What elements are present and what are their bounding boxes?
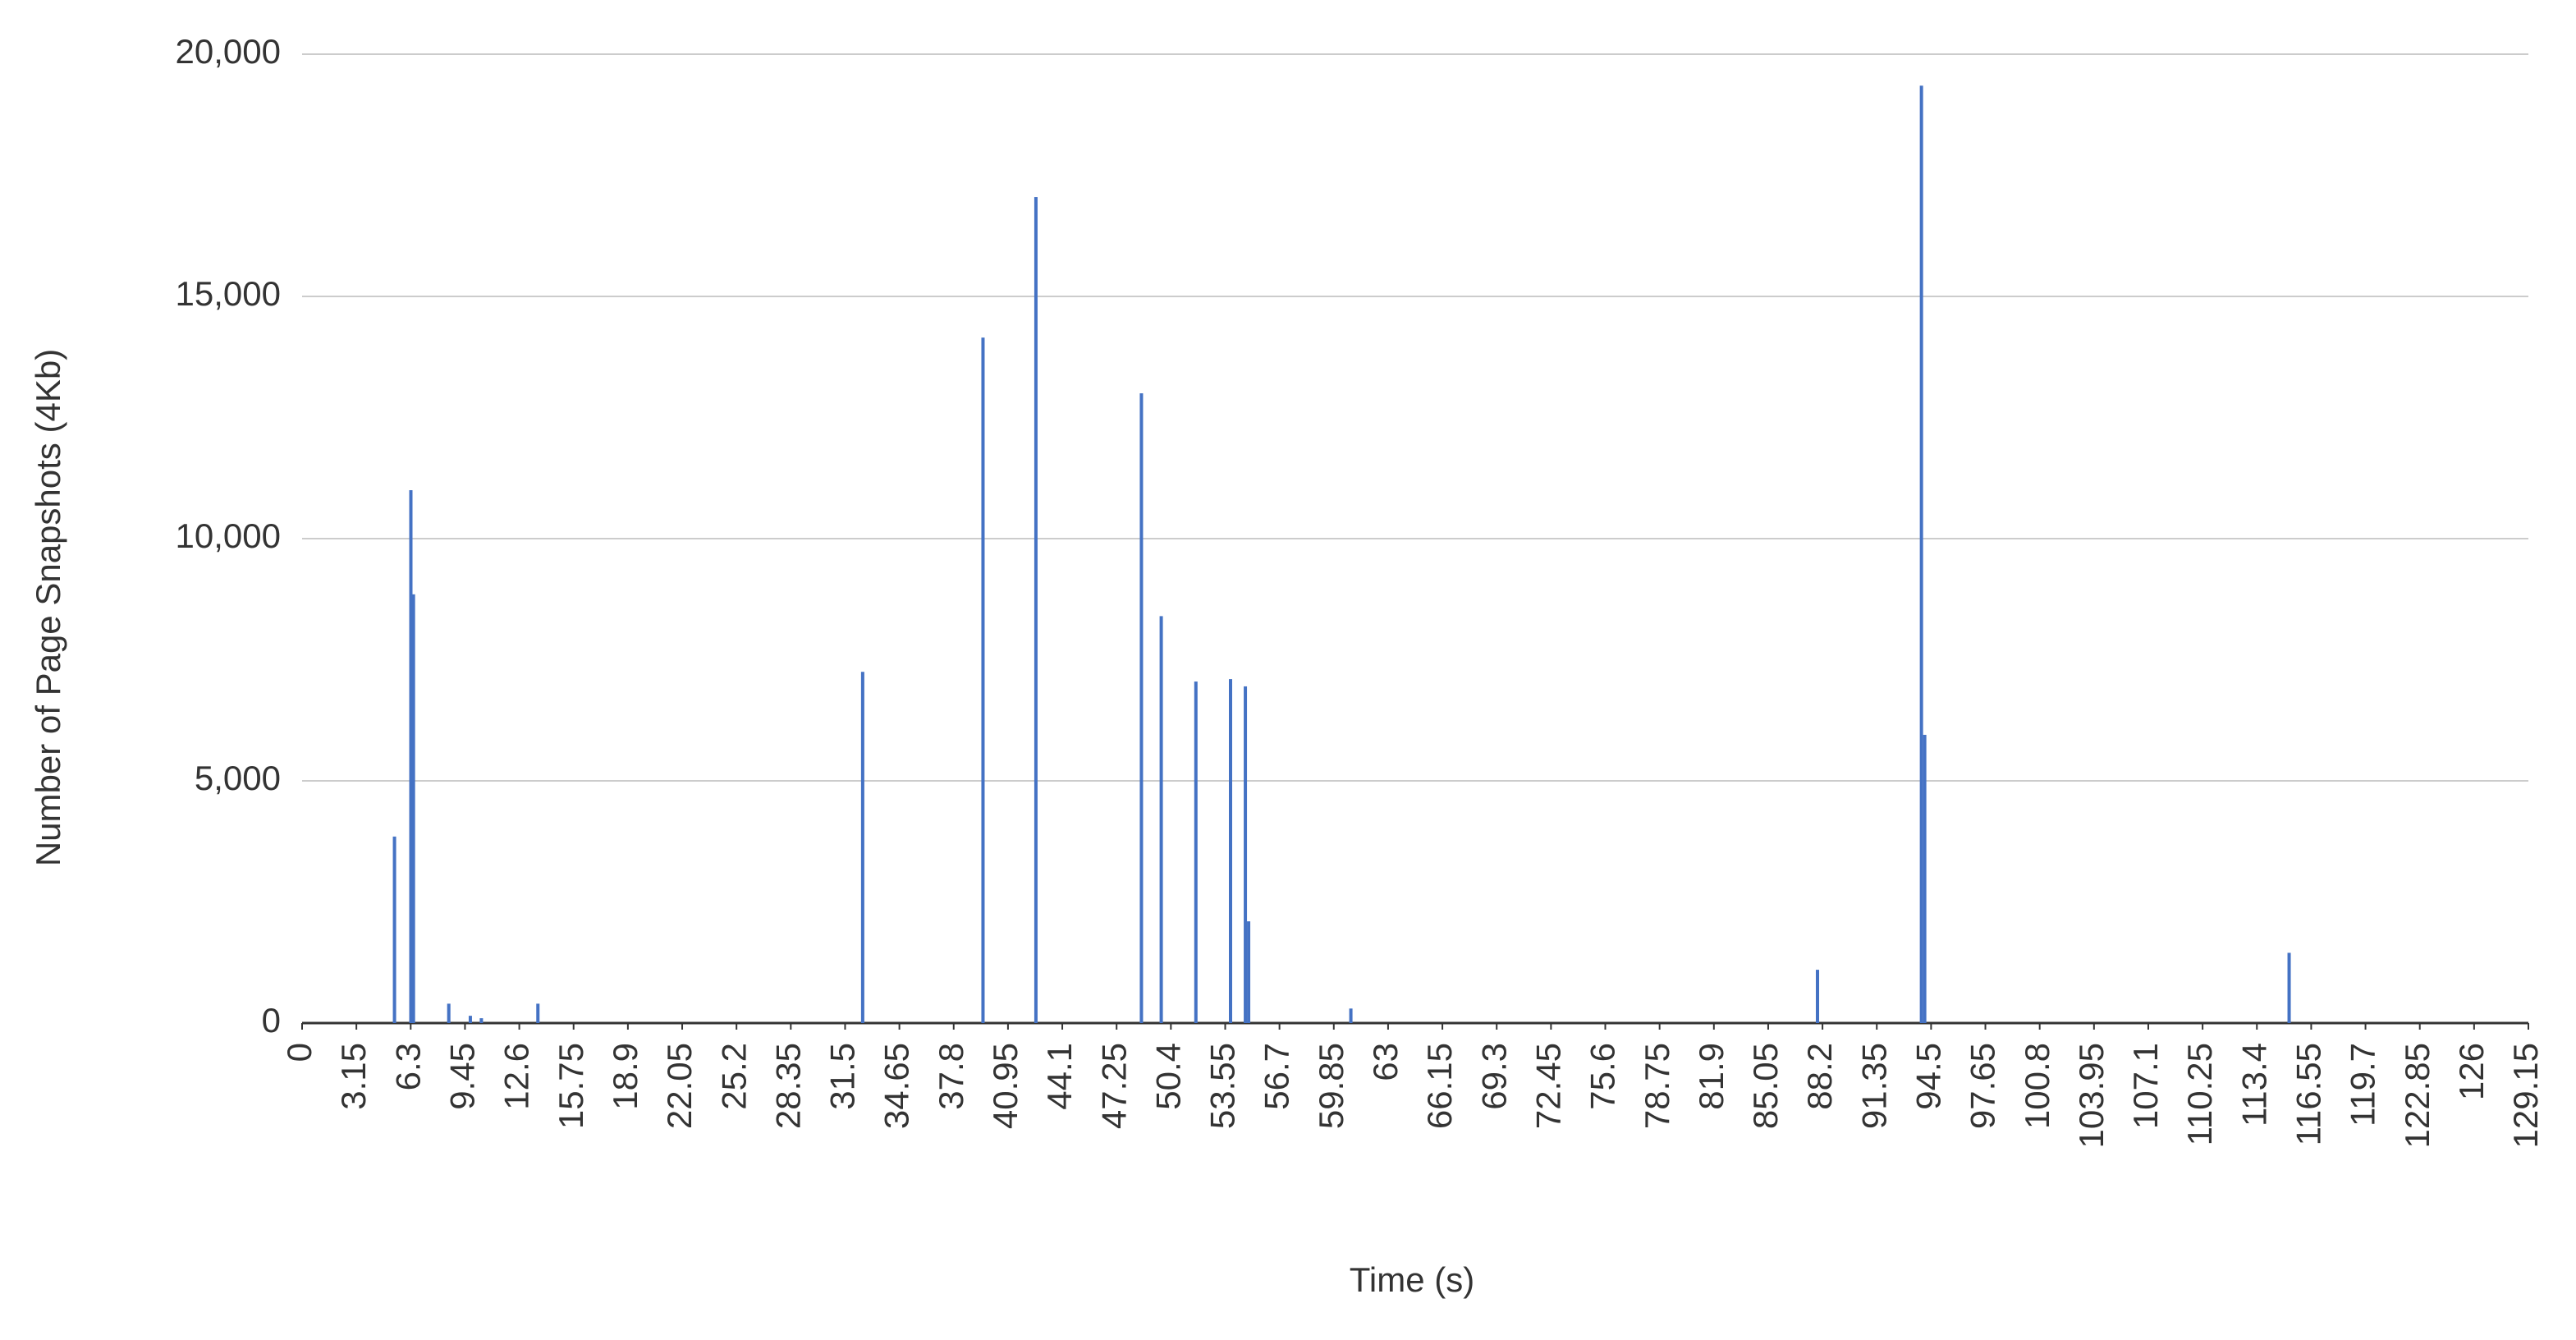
bar xyxy=(1923,734,1927,1023)
y-tick-label: 15,000 xyxy=(176,274,281,313)
x-tick-label: 119.7 xyxy=(2344,1043,2382,1127)
y-tick-label: 20,000 xyxy=(176,32,281,71)
x-tick-label: 15.75 xyxy=(552,1043,590,1129)
x-tick-label: 75.6 xyxy=(1584,1043,1622,1110)
x-tick-label: 37.8 xyxy=(932,1043,970,1110)
x-tick-label: 28.35 xyxy=(768,1043,807,1129)
x-tick-label: 72.45 xyxy=(1529,1043,1567,1129)
x-tick-label: 31.5 xyxy=(823,1043,862,1110)
bar xyxy=(409,490,413,1023)
x-tick-label: 100.8 xyxy=(2018,1043,2056,1129)
x-tick-label: 69.3 xyxy=(1474,1043,1513,1110)
y-tick-label: 0 xyxy=(262,1001,281,1039)
bar xyxy=(479,1018,484,1023)
bar xyxy=(447,1003,451,1023)
x-tick-label: 88.2 xyxy=(1800,1043,1839,1110)
x-tick-label: 0 xyxy=(280,1043,319,1062)
x-tick-label: 44.1 xyxy=(1040,1043,1079,1110)
bar xyxy=(860,672,864,1023)
bar xyxy=(411,594,415,1023)
y-axis-title: Number of Page Snapshots (4Kb) xyxy=(29,349,67,866)
x-tick-label: 25.2 xyxy=(714,1043,753,1110)
x-tick-label: 110.25 xyxy=(2180,1043,2219,1145)
x-tick-label: 129.15 xyxy=(2506,1043,2545,1148)
x-tick-label: 107.1 xyxy=(2126,1043,2165,1129)
bar xyxy=(981,337,985,1023)
bar xyxy=(1247,921,1251,1023)
bar xyxy=(1139,393,1144,1023)
x-tick-label: 50.4 xyxy=(1148,1043,1187,1110)
x-tick-label: 113.4 xyxy=(2235,1043,2273,1127)
x-tick-label: 66.15 xyxy=(1420,1043,1459,1129)
y-tick-label: 10,000 xyxy=(176,516,281,555)
bar xyxy=(392,836,396,1023)
x-tick-label: 59.85 xyxy=(1312,1043,1350,1129)
x-tick-label: 3.15 xyxy=(334,1043,373,1110)
bar xyxy=(1349,1008,1353,1023)
x-tick-label: 94.5 xyxy=(1909,1043,1947,1110)
bar xyxy=(1194,681,1198,1023)
bar xyxy=(1159,616,1163,1023)
y-tick-label: 5,000 xyxy=(195,759,281,797)
x-tick-label: 34.65 xyxy=(878,1043,916,1129)
x-tick-label: 126 xyxy=(2452,1043,2491,1100)
x-tick-label: 78.75 xyxy=(1638,1043,1676,1129)
x-tick-label: 81.9 xyxy=(1692,1043,1730,1110)
bar xyxy=(2287,952,2291,1023)
x-tick-label: 56.7 xyxy=(1258,1043,1296,1110)
x-tick-label: 18.9 xyxy=(606,1043,644,1110)
bar xyxy=(1244,686,1248,1023)
x-tick-label: 91.35 xyxy=(1854,1043,1893,1129)
x-tick-label: 85.05 xyxy=(1746,1043,1785,1129)
x-axis-title: Time (s) xyxy=(1350,1260,1474,1299)
x-tick-label: 122.85 xyxy=(2398,1043,2436,1148)
x-tick-label: 22.05 xyxy=(660,1043,699,1129)
bar xyxy=(1919,85,1923,1024)
x-tick-label: 103.95 xyxy=(2072,1043,2111,1148)
x-tick-label: 12.6 xyxy=(497,1043,536,1110)
x-tick-label: 53.55 xyxy=(1203,1043,1242,1129)
x-tick-label: 6.3 xyxy=(388,1043,427,1090)
bar xyxy=(468,1016,472,1023)
bar xyxy=(1816,970,1820,1023)
bar xyxy=(1034,197,1038,1024)
x-tick-label: 116.55 xyxy=(2290,1043,2328,1145)
bar xyxy=(536,1003,540,1023)
bar xyxy=(1228,679,1232,1023)
x-tick-label: 63 xyxy=(1366,1043,1405,1081)
x-tick-label: 97.65 xyxy=(1964,1043,2002,1129)
x-tick-label: 9.45 xyxy=(443,1043,482,1110)
x-tick-label: 47.25 xyxy=(1094,1043,1133,1129)
x-tick-label: 40.95 xyxy=(986,1043,1024,1129)
